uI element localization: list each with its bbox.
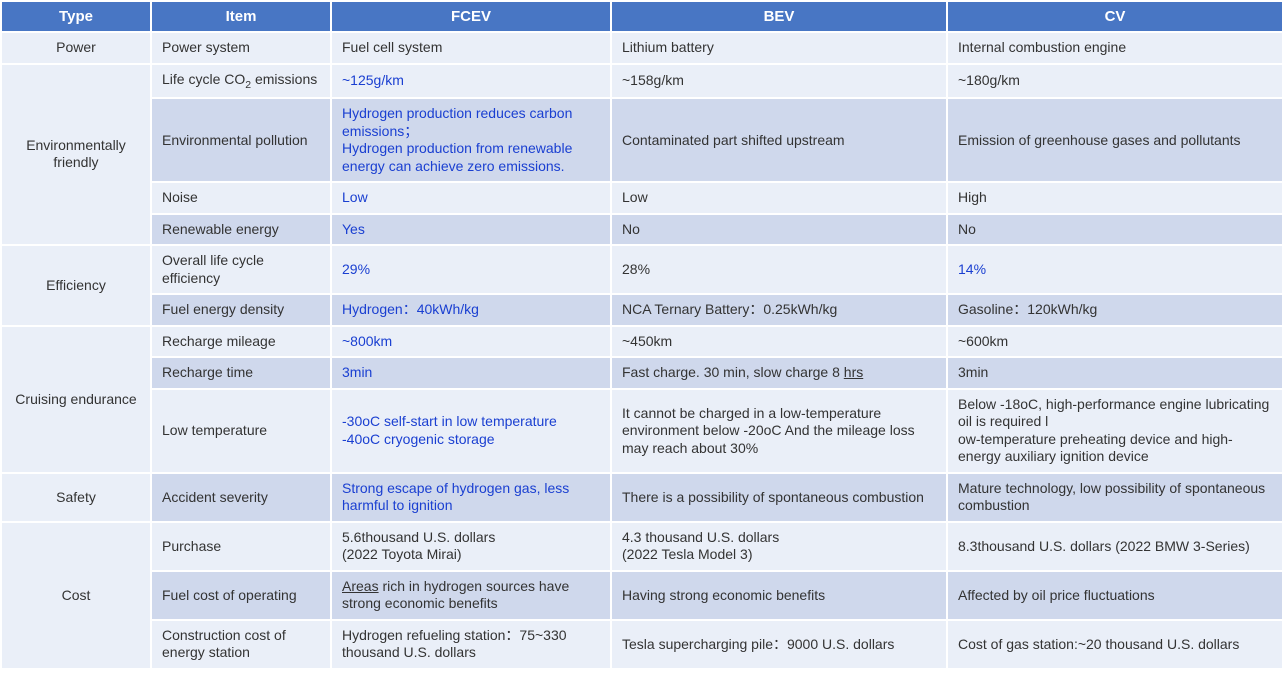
cell-fcev: Strong escape of hydrogen gas, less harm… bbox=[331, 473, 611, 522]
table-row: PowerPower systemFuel cell systemLithium… bbox=[1, 32, 1282, 64]
cell-cv: 3min bbox=[947, 357, 1282, 389]
cell-bev: 28% bbox=[611, 245, 947, 294]
cell-fcev: 5.6thousand U.S. dollars(2022 Toyota Mir… bbox=[331, 522, 611, 571]
table-row: Renewable energyYesNoNo bbox=[1, 214, 1282, 246]
cell-cv: Cost of gas station:~20 thousand U.S. do… bbox=[947, 620, 1282, 669]
table-row: CostPurchase5.6thousand U.S. dollars(202… bbox=[1, 522, 1282, 571]
cell-cv: ~180g/km bbox=[947, 64, 1282, 99]
type-cell: Environmentally friendly bbox=[1, 64, 151, 246]
header-cv: CV bbox=[947, 1, 1282, 32]
type-cell: Efficiency bbox=[1, 245, 151, 326]
cell-fcev: ~125g/km bbox=[331, 64, 611, 99]
cell-item: Low temperature bbox=[151, 389, 331, 473]
header-item: Item bbox=[151, 1, 331, 32]
table-row: Environmentally friendlyLife cycle CO2 e… bbox=[1, 64, 1282, 99]
cell-cv: Mature technology, low possibility of sp… bbox=[947, 473, 1282, 522]
table-row: Fuel cost of operatingAreas rich in hydr… bbox=[1, 571, 1282, 620]
table-row: Construction cost of energy stationHydro… bbox=[1, 620, 1282, 669]
cell-bev: Contaminated part shifted upstream bbox=[611, 98, 947, 182]
cell-item: Recharge time bbox=[151, 357, 331, 389]
cell-item: Life cycle CO2 emissions bbox=[151, 64, 331, 99]
cell-bev: 4.3 thousand U.S. dollars(2022 Tesla Mod… bbox=[611, 522, 947, 571]
cell-bev: Low bbox=[611, 182, 947, 214]
cell-fcev: Yes bbox=[331, 214, 611, 246]
cell-bev: ~158g/km bbox=[611, 64, 947, 99]
type-cell: Cruising endurance bbox=[1, 326, 151, 473]
cell-fcev: Low bbox=[331, 182, 611, 214]
table-row: NoiseLowLowHigh bbox=[1, 182, 1282, 214]
cell-bev: It cannot be charged in a low-temperatur… bbox=[611, 389, 947, 473]
cell-fcev: Hydrogen refueling station：75~330 thousa… bbox=[331, 620, 611, 669]
header-fcev: FCEV bbox=[331, 1, 611, 32]
cell-item: Fuel cost of operating bbox=[151, 571, 331, 620]
table-row: SafetyAccident severityStrong escape of … bbox=[1, 473, 1282, 522]
cell-item: Overall life cycle efficiency bbox=[151, 245, 331, 294]
cell-cv: 8.3thousand U.S. dollars (2022 BMW 3-Ser… bbox=[947, 522, 1282, 571]
cell-fcev: 29% bbox=[331, 245, 611, 294]
cell-cv: No bbox=[947, 214, 1282, 246]
table-row: Cruising enduranceRecharge mileage~800km… bbox=[1, 326, 1282, 358]
table-row: Fuel energy densityHydrogen：40kWh/kgNCA … bbox=[1, 294, 1282, 326]
type-cell: Power bbox=[1, 32, 151, 64]
table-row: Recharge time3minFast charge. 30 min, sl… bbox=[1, 357, 1282, 389]
cell-item: Accident severity bbox=[151, 473, 331, 522]
cell-fcev: ~800km bbox=[331, 326, 611, 358]
cell-cv: 14% bbox=[947, 245, 1282, 294]
cell-fcev: Hydrogen：40kWh/kg bbox=[331, 294, 611, 326]
cell-cv: Affected by oil price fluctuations bbox=[947, 571, 1282, 620]
cell-fcev: -30oC self-start in low temperature-40oC… bbox=[331, 389, 611, 473]
cell-item: Construction cost of energy station bbox=[151, 620, 331, 669]
cell-bev: ~450km bbox=[611, 326, 947, 358]
cell-bev: There is a possibility of spontaneous co… bbox=[611, 473, 947, 522]
table-row: Environmental pollutionHydrogen producti… bbox=[1, 98, 1282, 182]
cell-cv: Below -18oC, high-performance engine lub… bbox=[947, 389, 1282, 473]
cell-cv: Gasoline：120kWh/kg bbox=[947, 294, 1282, 326]
cell-bev: Having strong economic benefits bbox=[611, 571, 947, 620]
cell-fcev: Hydrogen production reduces carbon emiss… bbox=[331, 98, 611, 182]
cell-bev: Tesla supercharging pile：9000 U.S. dolla… bbox=[611, 620, 947, 669]
cell-cv: Internal combustion engine bbox=[947, 32, 1282, 64]
cell-cv: Emission of greenhouse gases and polluta… bbox=[947, 98, 1282, 182]
cell-item: Fuel energy density bbox=[151, 294, 331, 326]
type-cell: Safety bbox=[1, 473, 151, 522]
cell-item: Purchase bbox=[151, 522, 331, 571]
table-row: EfficiencyOverall life cycle efficiency2… bbox=[1, 245, 1282, 294]
cell-bev: Fast charge. 30 min, slow charge 8 hrs bbox=[611, 357, 947, 389]
cell-item: Noise bbox=[151, 182, 331, 214]
table-header: Type Item FCEV BEV CV bbox=[1, 1, 1282, 32]
cell-cv: High bbox=[947, 182, 1282, 214]
table-body: PowerPower systemFuel cell systemLithium… bbox=[1, 32, 1282, 669]
cell-bev: No bbox=[611, 214, 947, 246]
cell-cv: ~600km bbox=[947, 326, 1282, 358]
cell-bev: NCA Ternary Battery：0.25kWh/kg bbox=[611, 294, 947, 326]
cell-fcev: 3min bbox=[331, 357, 611, 389]
cell-item: Recharge mileage bbox=[151, 326, 331, 358]
cell-bev: Lithium battery bbox=[611, 32, 947, 64]
cell-item: Renewable energy bbox=[151, 214, 331, 246]
table-row: Low temperature-30oC self-start in low t… bbox=[1, 389, 1282, 473]
comparison-table: Type Item FCEV BEV CV PowerPower systemF… bbox=[0, 0, 1282, 670]
cell-fcev: Areas rich in hydrogen sources have stro… bbox=[331, 571, 611, 620]
header-bev: BEV bbox=[611, 1, 947, 32]
cell-item: Environmental pollution bbox=[151, 98, 331, 182]
cell-item: Power system bbox=[151, 32, 331, 64]
header-type: Type bbox=[1, 1, 151, 32]
type-cell: Cost bbox=[1, 522, 151, 669]
cell-fcev: Fuel cell system bbox=[331, 32, 611, 64]
